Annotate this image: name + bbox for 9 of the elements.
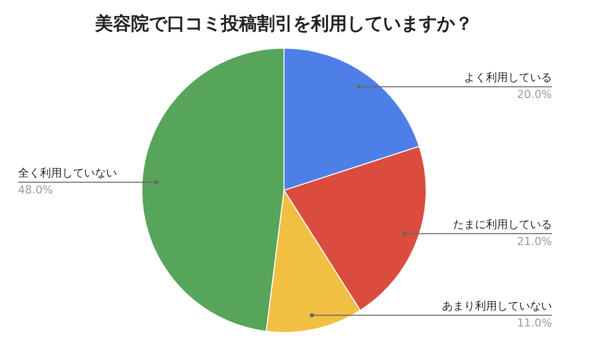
slice-label: 全く利用していない: [18, 166, 117, 180]
slice-label: あまり利用していない: [442, 300, 552, 313]
chart-title: 美容院で口コミ投稿割引を利用していますか？: [94, 13, 473, 34]
data-label: 11.0%: [517, 316, 552, 330]
data-label: 21.0%: [517, 235, 552, 248]
data-label: 20.0%: [517, 88, 552, 102]
data-label: 48.0%: [18, 184, 53, 197]
slice-label: たまに利用している: [453, 218, 552, 232]
slice-label: よく利用している: [464, 71, 552, 84]
